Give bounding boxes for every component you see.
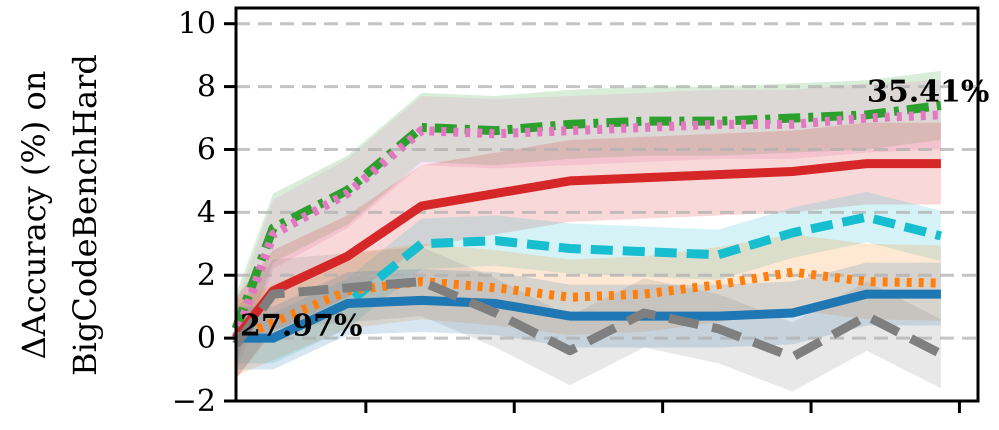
y-tick-label: 4 [197,195,216,230]
y-tick-label: 2 [197,258,216,293]
series-lines [231,100,943,362]
annotation-1: 27.97% [240,309,362,344]
band-series-2 [236,80,941,373]
y-tick-label: 6 [197,132,216,167]
series-line-6 [236,289,941,343]
y-axis-ticks: −2 0 2 4 6 8 10 [172,7,236,419]
series-line-7 [232,277,943,362]
band-series-4 [236,191,941,364]
annotation-2: 35.41% [867,74,989,109]
y-gridlines [236,22,978,340]
annotations: 27.97% 35.41% [240,74,989,343]
x-axis-ticks [364,401,961,413]
series-line-3 [232,159,941,341]
band-series-3 [236,122,941,379]
band-series-5 [236,234,941,376]
y-axis-label-line1: ΔAccuracy (%) on [15,71,53,360]
y-tick-label: 10 [178,7,216,42]
series-line-4 [236,212,943,343]
y-tick-label: 8 [197,70,216,105]
series-line-2 [231,110,942,340]
y-axis-label-line2: BigCodeBenchHard [66,54,104,376]
y-tick-label: 0 [197,321,216,356]
plot-frame [234,6,980,403]
y-tick-label: −2 [172,384,216,419]
